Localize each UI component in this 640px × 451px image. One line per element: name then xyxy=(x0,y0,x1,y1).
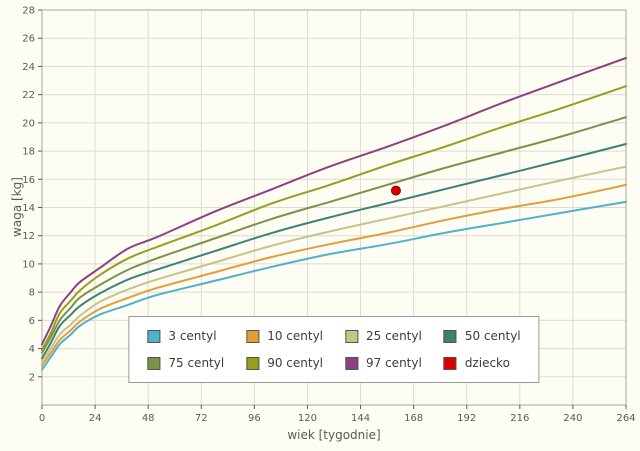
legend-swatch xyxy=(147,356,161,370)
legend-swatch xyxy=(345,356,358,370)
x-tick-label: 72 xyxy=(195,413,208,424)
legend-label: 10 centyl xyxy=(267,329,323,343)
legend-swatch xyxy=(147,329,161,343)
series-line-50-centyl xyxy=(41,143,627,360)
series-line-3-centyl xyxy=(41,200,627,371)
series-line-97-centyl xyxy=(41,57,627,346)
x-tick-label: 0 xyxy=(39,413,45,424)
y-tick-label: 12 xyxy=(22,231,35,242)
series-line-75-centyl xyxy=(41,116,627,354)
series-line-25-centyl xyxy=(41,165,627,364)
y-tick-label: 2 xyxy=(29,372,35,383)
legend: 3 centyl 10 centyl 25 centyl 50 centyl 75 ce… xyxy=(128,316,540,383)
legend-swatch xyxy=(443,356,457,370)
y-tick-label: 26 xyxy=(22,34,35,45)
y-tick-label: 18 xyxy=(22,147,35,158)
legend-label: dziecko xyxy=(464,356,510,370)
legend-item-3-centyl: 3 centyl xyxy=(147,329,224,343)
series-line-10-centyl xyxy=(41,183,627,367)
y-tick-label: 8 xyxy=(29,288,35,299)
series-line-90-centyl xyxy=(41,85,627,351)
y-tick-label: 16 xyxy=(22,175,35,186)
y-tick-label: 24 xyxy=(22,62,35,73)
x-tick-label: 216 xyxy=(510,413,529,424)
x-axis-title: wiek [tygodnie] xyxy=(287,428,381,442)
x-tick-label: 264 xyxy=(616,413,635,424)
x-tick-label: 96 xyxy=(248,413,261,424)
x-tick-label: 24 xyxy=(89,413,102,424)
y-tick-label: 14 xyxy=(22,203,35,214)
legend-item-dziecko: dziecko xyxy=(443,356,521,370)
legend-label: 97 centyl xyxy=(366,356,422,370)
legend-item-10-centyl: 10 centyl xyxy=(246,329,323,343)
legend-item-97-centyl: 97 centyl xyxy=(345,356,422,370)
legend-swatch xyxy=(345,329,358,343)
x-tick-label: 240 xyxy=(563,413,582,424)
y-tick-label: 22 xyxy=(22,90,35,101)
child-data-point xyxy=(390,185,401,196)
x-tick-label: 168 xyxy=(404,413,423,424)
x-tick-label: 120 xyxy=(298,413,317,424)
legend-item-25-centyl: 25 centyl xyxy=(345,329,422,343)
legend-item-75-centyl: 75 centyl xyxy=(147,356,224,370)
y-tick-label: 28 xyxy=(22,6,35,17)
legend-swatch xyxy=(443,329,457,343)
legend-swatch xyxy=(246,356,260,370)
legend-label: 25 centyl xyxy=(366,329,422,343)
x-tick-label: 192 xyxy=(457,413,476,424)
legend-swatch xyxy=(246,329,260,343)
y-tick-label: 4 xyxy=(29,344,35,355)
y-tick-label: 10 xyxy=(22,259,35,270)
y-tick-label: 20 xyxy=(22,118,35,129)
legend-item-90-centyl: 90 centyl xyxy=(246,356,323,370)
y-axis-title: waga [kg] xyxy=(10,177,24,237)
y-tick-label: 6 xyxy=(29,316,35,327)
x-tick-label: 144 xyxy=(351,413,370,424)
legend-label: 3 centyl xyxy=(168,329,217,343)
legend-label: 75 centyl xyxy=(168,356,225,370)
x-tick-label: 48 xyxy=(142,413,155,424)
legend-label: 50 centyl xyxy=(464,329,521,343)
legend-item-50-centyl: 50 centyl xyxy=(443,329,521,343)
legend-label: 90 centyl xyxy=(267,356,323,370)
